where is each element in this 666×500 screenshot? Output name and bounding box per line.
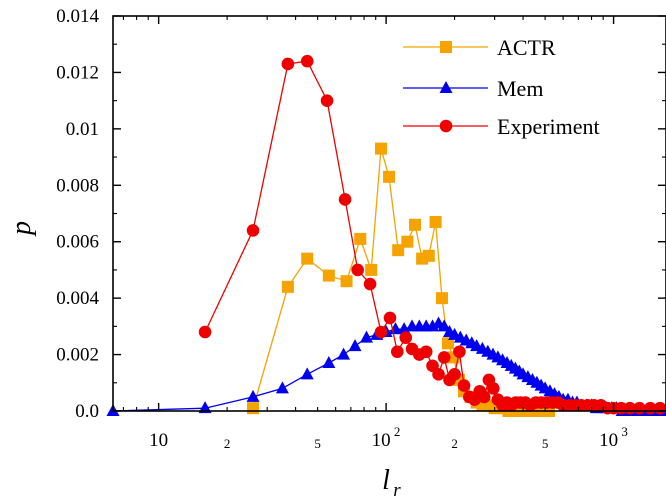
data-point [338, 193, 352, 206]
data-point [348, 339, 362, 352]
legend-item-experiment: Experiment [403, 114, 600, 139]
series-line-actr [252, 148, 549, 412]
data-point [487, 382, 500, 395]
y-axis-label: p [6, 221, 37, 237]
data-point [337, 347, 351, 360]
data-point [301, 252, 314, 265]
legend-item-mem: Mem [403, 76, 543, 101]
legend: ACTR Mem Experiment [403, 35, 600, 139]
data-point [275, 381, 289, 394]
plot-frame [112, 15, 666, 412]
y-tick-label: 0.012 [56, 62, 99, 83]
series-experiment [198, 54, 666, 415]
x-minor-tick-label: 5 [314, 436, 321, 451]
legend-label: ACTR [497, 35, 556, 60]
data-point [392, 244, 405, 257]
data-point [340, 275, 353, 288]
data-point [448, 368, 461, 381]
data-point [435, 292, 448, 305]
data-point [429, 215, 442, 228]
data-point [360, 330, 374, 343]
x-minor-tick-label: 2 [224, 436, 231, 451]
data-point [246, 224, 260, 237]
legend-marker [440, 41, 452, 53]
data-point [653, 401, 666, 415]
data-point [365, 263, 378, 276]
data-point [300, 54, 314, 68]
data-point [198, 325, 212, 339]
y-tick-label: 0.0 [75, 401, 99, 422]
legend-label: Mem [497, 76, 543, 101]
data-point [383, 311, 397, 325]
y-tick-label: 0.002 [56, 345, 99, 366]
y-tick-label: 0.014 [56, 6, 99, 27]
y-tick-label: 0.01 [66, 119, 99, 140]
data-point [399, 331, 413, 344]
x-tick-label-exponent: 2 [394, 424, 401, 439]
data-point [437, 319, 451, 332]
data-point [198, 401, 212, 414]
data-point [422, 249, 435, 262]
data-point [457, 379, 471, 392]
data-point [432, 368, 445, 381]
data-point [320, 94, 334, 107]
data-point [246, 389, 260, 402]
data-point [300, 367, 314, 380]
data-point [383, 170, 396, 183]
data-point [354, 232, 367, 245]
y-tick-label: 0.008 [56, 175, 99, 196]
x-tick-label: 10 2 [372, 424, 401, 451]
x-tick-label-text: 10 [149, 430, 168, 451]
legend-item-actr: ACTR [403, 35, 556, 60]
legend-marker [439, 119, 453, 133]
series-layer [106, 54, 666, 417]
data-point [374, 325, 388, 339]
legend-marker [439, 81, 453, 93]
x-minor-tick-label: 2 [451, 436, 458, 451]
x-tick-label-exponent: 3 [621, 424, 628, 439]
data-point [633, 401, 646, 415]
data-point [419, 345, 433, 359]
data-point [281, 57, 295, 71]
x-tick-label-base: 10 [372, 430, 391, 451]
data-point [247, 402, 260, 415]
data-point [281, 280, 294, 293]
data-point [441, 337, 454, 350]
data-point [322, 269, 335, 282]
y-tick-label: 0.006 [56, 232, 99, 253]
data-point [391, 345, 404, 359]
data-point [375, 142, 388, 155]
data-point [453, 345, 466, 359]
y-tick-label: 0.004 [56, 288, 99, 309]
data-point [322, 356, 336, 369]
x-minor-tick-label: 5 [542, 436, 549, 451]
data-point [409, 218, 422, 231]
data-point [401, 235, 414, 248]
x-axis-label-subscript: r [393, 480, 401, 500]
data-point [351, 263, 364, 277]
series-actr [247, 142, 555, 417]
data-point [437, 351, 451, 364]
data-point [363, 277, 377, 291]
x-tick-label: 10 3 [599, 424, 628, 451]
legend-label: Experiment [497, 114, 600, 139]
x-tick-label-base: 10 [599, 430, 618, 451]
x-tick-label: 10 [149, 430, 168, 451]
data-point [477, 390, 491, 404]
x-axis-label-main: l [382, 465, 390, 496]
